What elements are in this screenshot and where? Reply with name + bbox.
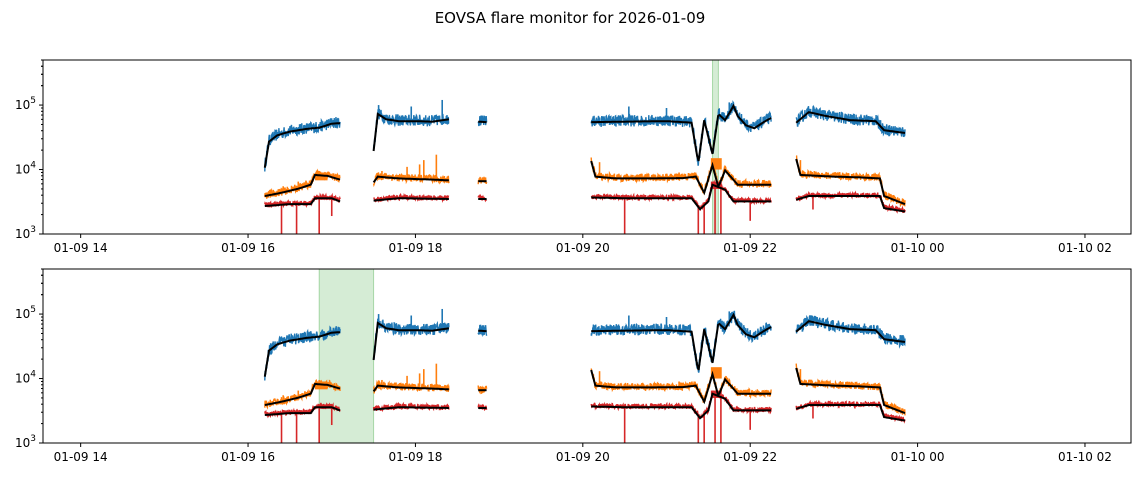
y-tick-exponent: 3: [30, 434, 36, 444]
x-tick-label: 01-09 22: [723, 450, 777, 464]
chart-title: EOVSA flare monitor for 2026-01-09: [435, 9, 706, 27]
x-tick-label: 01-09 14: [54, 241, 108, 255]
series-high-line: [591, 102, 771, 165]
y-tick-exponent: 5: [30, 96, 36, 106]
series-high-line: [796, 106, 905, 137]
x-tick-label: 01-09 18: [388, 450, 442, 464]
y-tick-label: 105: [15, 96, 36, 112]
y-tick-exponent: 3: [30, 225, 36, 235]
x-tick-label: 01-09 20: [556, 241, 610, 255]
series-high-line: [796, 315, 905, 346]
plot-area: [263, 60, 905, 260]
flare-span: [319, 269, 373, 443]
x-tick-label: 01-09 14: [54, 450, 108, 464]
axes-frame: [43, 269, 1131, 443]
series-high-smooth: [591, 106, 771, 161]
series-high-line: [591, 311, 771, 373]
series-low-line: [591, 182, 771, 210]
axes-frame: [43, 60, 1131, 234]
y-tick-label: 104: [15, 370, 36, 386]
x-tick-label: 01-10 00: [891, 241, 945, 255]
x-tick-label: 01-09 20: [556, 450, 610, 464]
x-tick-label: 01-09 16: [221, 241, 275, 255]
x-tick-label: 01-10 02: [1058, 450, 1112, 464]
series-low-line: [591, 391, 771, 418]
y-tick-exponent: 4: [30, 161, 36, 171]
panel-top: 01-09 14 01-09 16 01-09 18 01-09 20 01-09 22…: [15, 60, 1131, 260]
y-tick-label: 105: [15, 305, 36, 321]
y-tick-label: 103: [15, 434, 36, 450]
panel-bottom: 01-09 14 01-09 16 01-09 18 01-09 20 01-09 22…: [15, 269, 1131, 469]
y-tick-exponent: 4: [30, 370, 36, 380]
series-low-smooth: [374, 407, 449, 409]
x-tick-label: 01-09 18: [388, 241, 442, 255]
x-tick-label: 01-09 16: [221, 450, 275, 464]
y-tick-label: 103: [15, 225, 36, 241]
x-tick-label: 01-10 00: [891, 450, 945, 464]
x-tick-label: 01-09 22: [723, 241, 777, 255]
x-tick-label: 01-10 02: [1058, 241, 1112, 255]
plot-area: [263, 269, 905, 469]
y-tick-exponent: 5: [30, 305, 36, 315]
series-mid-line: [591, 158, 771, 194]
y-tick-label: 104: [15, 161, 36, 177]
series-mid-line: [591, 369, 771, 403]
series-low-smooth: [374, 198, 449, 200]
series-high-smooth: [591, 315, 771, 370]
